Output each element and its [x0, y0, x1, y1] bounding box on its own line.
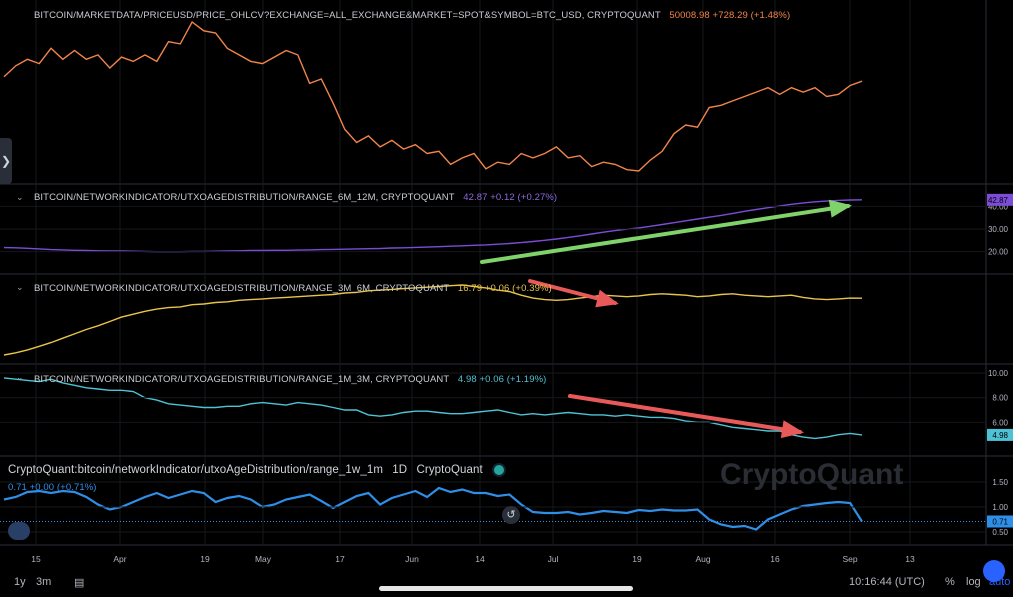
- reset-chart-icon[interactable]: ↺: [502, 506, 520, 524]
- pane-title-1m-3m: BITCOIN/NETWORKINDICATOR/UTXOAGEDISTRIBU…: [34, 374, 546, 385]
- status-dot-icon: [494, 464, 505, 475]
- y-tick-label: 30.00: [988, 225, 1009, 234]
- pane-change: +0.12 (+0.27%): [490, 192, 558, 203]
- last-value-badge: [987, 428, 1013, 441]
- cryptoquant-logo-icon: [8, 522, 30, 540]
- x-tick-label: Aug: [695, 554, 710, 564]
- y-tick-label: 8.00: [992, 394, 1008, 403]
- x-tick-label: 14: [475, 554, 485, 564]
- pane-title-1w-1m: CryptoQuant:bitcoin/networkIndicator/utx…: [8, 464, 505, 476]
- y-tick-label: 10.00: [988, 369, 1009, 378]
- last-value-badge: [987, 515, 1013, 528]
- last-value-badge-label: 0.71: [992, 518, 1008, 527]
- pane-last-value: 0.71: [8, 482, 27, 493]
- annotation-arrow-down: [568, 394, 802, 434]
- x-tick-label: 15: [31, 554, 41, 564]
- pane-source: CryptoQuant: [416, 464, 483, 476]
- pane-last-value: 16.79: [457, 283, 483, 294]
- chevron-down-icon[interactable]: ⌄: [16, 372, 24, 382]
- last-value-badge: [987, 193, 1013, 206]
- log-toggle[interactable]: log: [966, 576, 981, 588]
- x-tick-label: May: [255, 554, 272, 564]
- pane-symbol: CryptoQuant:bitcoin/networkIndicator/utx…: [8, 464, 383, 476]
- range-3m-button[interactable]: 3m: [36, 576, 52, 588]
- x-tick-label: Jul: [548, 554, 559, 564]
- range-1y-button[interactable]: 1y: [14, 576, 26, 588]
- pane-title-6m-12m: BITCOIN/NETWORKINDICATOR/UTXOAGEDISTRIBU…: [34, 192, 557, 203]
- series-line: [3, 377, 863, 440]
- chevron-down-icon[interactable]: ⌄: [16, 192, 24, 202]
- pane-last-value: 50008.98: [669, 10, 710, 21]
- pane-symbol: BITCOIN/MARKETDATA/PRICEUSD/PRICE_OHLCV?…: [34, 10, 661, 21]
- pane-interval: 1D: [392, 464, 408, 476]
- x-tick-label: Apr: [113, 554, 126, 564]
- percent-toggle[interactable]: %: [945, 576, 955, 588]
- y-tick-label: 1.00: [992, 503, 1008, 512]
- y-tick-label: 20.00: [988, 248, 1009, 257]
- x-tick-label: 17: [335, 554, 345, 564]
- y-tick-label: 40.00: [988, 202, 1009, 211]
- pane-change: +0.06 (+0.39%): [484, 283, 552, 294]
- x-tick-label: Sep: [842, 554, 857, 564]
- side-panel-toggle[interactable]: ❯: [0, 138, 12, 184]
- x-tick-label: 19: [200, 554, 210, 564]
- x-tick-label: 13: [905, 554, 915, 564]
- annotation-arrow-up: [480, 204, 850, 264]
- home-indicator: [379, 586, 633, 591]
- pane-symbol: BITCOIN/NETWORKINDICATOR/UTXOAGEDISTRIBU…: [34, 192, 455, 203]
- y-tick-label: 6.00: [992, 418, 1008, 427]
- pane-title-price: BITCOIN/MARKETDATA/PRICEUSD/PRICE_OHLCV?…: [34, 10, 790, 21]
- pane-title-3m-6m: BITCOIN/NETWORKINDICATOR/UTXOAGEDISTRIBU…: [34, 283, 552, 294]
- annotation-arrow-down-head: [780, 420, 804, 439]
- y-tick-label: 1.50: [992, 478, 1008, 487]
- x-tick-label: 19: [632, 554, 642, 564]
- last-value-badge-label: 42.87: [988, 196, 1009, 205]
- annotation-arrow-up-head: [828, 199, 852, 218]
- calendar-icon[interactable]: ▤: [74, 577, 85, 589]
- pane-change: +0.06 (+1.19%): [479, 374, 547, 385]
- watermark: CryptoQuant: [720, 458, 904, 491]
- x-tick-label: Jun: [405, 554, 419, 564]
- bottom-toolbar: 1y 3m ▤ 10:16:44 (UTC) % log auto: [0, 568, 1013, 597]
- pane-values-1w-1m: 0.71 +0.00 (+0.71%): [8, 482, 97, 493]
- pane-symbol: BITCOIN/NETWORKINDICATOR/UTXOAGEDISTRIBU…: [34, 283, 450, 294]
- y-tick-label: 0.50: [992, 528, 1008, 537]
- annotation-arrow-down-head: [595, 289, 619, 308]
- series-line: [3, 20, 863, 172]
- clock-time[interactable]: 10:16:44 (UTC): [849, 576, 925, 588]
- series-line: [3, 199, 863, 253]
- pane-change: +728.29 (+1.48%): [712, 10, 791, 21]
- search-icon[interactable]: [983, 560, 1005, 582]
- series-line: [3, 486, 863, 531]
- pane-symbol: BITCOIN/NETWORKINDICATOR/UTXOAGEDISTRIBU…: [34, 374, 450, 385]
- chevron-down-icon[interactable]: ⌄: [16, 282, 24, 292]
- pane-last-value: 42.87: [463, 192, 488, 203]
- x-tick-label: 16: [770, 554, 780, 564]
- pane-change: +0.00 (+0.71%): [29, 482, 97, 493]
- last-value-badge-label: 4.98: [992, 431, 1008, 440]
- pane-last-value: 4.98: [457, 374, 477, 385]
- series-line: [3, 284, 863, 356]
